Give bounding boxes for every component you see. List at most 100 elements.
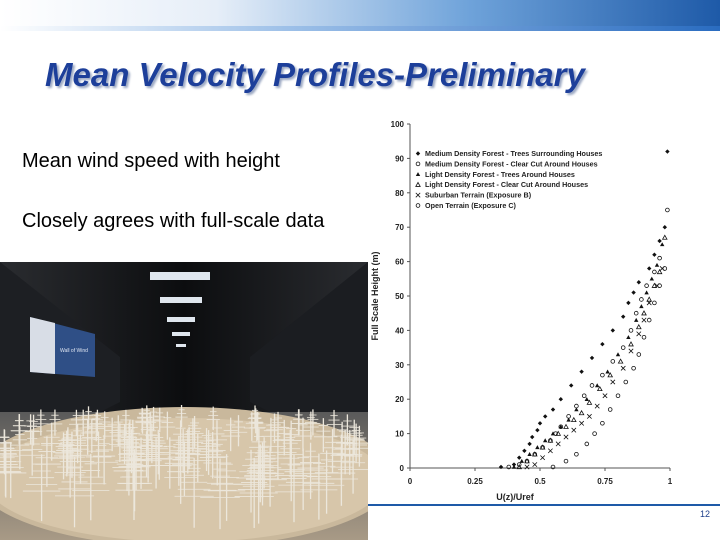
- data-point-series-5: [586, 413, 592, 419]
- data-point-series-5: [636, 331, 642, 337]
- data-point-series-3: [574, 407, 579, 412]
- data-point-series-3: [626, 335, 631, 340]
- y-tick-label: 60: [395, 258, 404, 267]
- y-tick-label: 70: [395, 223, 404, 232]
- slide-title: Mean Velocity Profiles-Preliminary: [45, 56, 585, 93]
- data-point-series-1: [558, 397, 563, 402]
- data-point-series-5: [532, 462, 538, 468]
- top-banner-stripe: [0, 26, 720, 31]
- data-point-series-3: [644, 290, 649, 295]
- data-point-series-2: [652, 269, 657, 275]
- data-point-series-5: [579, 420, 585, 426]
- data-point-series-4: [570, 416, 577, 423]
- data-point-series-5: [641, 317, 647, 323]
- data-point-series-6: [574, 451, 579, 457]
- data-point-series-1: [543, 414, 548, 419]
- wind-tunnel-illustration: Wall of Wind: [0, 262, 368, 540]
- data-point-series-3: [660, 242, 665, 247]
- data-point-series-2: [657, 255, 662, 261]
- data-point-series-6: [631, 365, 636, 371]
- data-point-series-2: [506, 464, 512, 470]
- data-point-series-2: [516, 462, 522, 467]
- data-point-series-6: [592, 431, 597, 436]
- data-point-series-4: [607, 372, 614, 378]
- data-point-series-4: [524, 458, 530, 464]
- legend-marker-5: [415, 192, 421, 198]
- data-point-series-4: [646, 296, 653, 302]
- data-point-series-4: [635, 323, 642, 330]
- y-axis-title: Full Scale Height (m): [370, 251, 380, 340]
- data-point-series-4: [586, 399, 593, 405]
- data-point-series-1: [530, 434, 535, 440]
- data-point-series-5: [594, 403, 600, 409]
- data-point-series-6: [615, 393, 621, 399]
- data-point-series-6: [600, 421, 605, 426]
- data-point-series-3: [605, 369, 610, 374]
- data-point-series-2: [620, 345, 626, 350]
- data-point-series-5: [646, 300, 652, 306]
- data-point-series-4: [563, 423, 569, 429]
- data-point-series-1: [527, 441, 532, 447]
- data-point-series-3: [550, 431, 556, 436]
- legend-label-6: Open Terrain (Exposure C): [425, 201, 517, 210]
- data-point-series-1: [537, 421, 543, 426]
- x-tick-label: 0.75: [597, 477, 613, 486]
- data-point-series-3: [543, 438, 548, 443]
- wall-sign: Wall of Wind: [30, 317, 95, 377]
- y-tick-label: 40: [395, 326, 404, 335]
- data-point-series-4: [617, 358, 624, 364]
- data-point-series-4: [547, 437, 554, 443]
- data-point-series-3: [654, 262, 660, 267]
- data-point-series-5: [620, 365, 626, 371]
- data-point-series-3: [634, 317, 639, 322]
- data-point-series-4: [628, 341, 634, 347]
- data-point-series-1: [610, 328, 615, 333]
- top-banner: [0, 0, 720, 30]
- data-point-series-1: [652, 252, 657, 257]
- data-point-series-2: [581, 393, 587, 399]
- data-point-series-6: [646, 317, 652, 323]
- y-tick-label: 30: [395, 361, 404, 370]
- data-point-series-3: [558, 424, 563, 429]
- data-point-series-4: [539, 444, 546, 450]
- data-point-series-1: [621, 314, 626, 319]
- data-point-series-6: [584, 441, 590, 447]
- y-tick-label: 80: [395, 189, 404, 198]
- data-point-series-1: [665, 149, 670, 154]
- data-point-series-6: [550, 464, 556, 470]
- data-point-series-6: [662, 266, 668, 271]
- data-point-series-3: [511, 464, 517, 469]
- data-point-series-1: [498, 464, 504, 470]
- legend-marker-6: [415, 203, 421, 208]
- data-point-series-1: [517, 455, 522, 460]
- bullet-2: Closely agrees with full-scale data: [22, 210, 325, 232]
- data-point-series-6: [607, 407, 613, 412]
- x-axis-title: U(z)/Uref: [496, 492, 535, 502]
- y-tick-label: 100: [391, 120, 405, 129]
- data-point-series-6: [636, 352, 642, 357]
- page-number: 12: [700, 509, 711, 519]
- data-point-series-4: [596, 385, 603, 392]
- data-point-series-6: [652, 300, 657, 306]
- data-point-series-5: [602, 393, 608, 399]
- data-point-series-5: [547, 448, 553, 454]
- x-tick-label: 0: [408, 477, 413, 486]
- wall-sign-text: Wall of Wind: [60, 348, 88, 354]
- data-point-series-5: [524, 464, 530, 470]
- data-point-series-4: [531, 451, 538, 457]
- data-point-series-2: [589, 383, 595, 388]
- data-point-series-4: [651, 282, 658, 288]
- data-point-series-2: [610, 359, 616, 364]
- data-point-series-4: [555, 430, 562, 436]
- data-point-series-1: [662, 225, 667, 230]
- data-point-series-3: [595, 383, 600, 388]
- data-point-series-5: [628, 348, 634, 354]
- data-point-series-1: [579, 369, 584, 374]
- data-point-series-1: [631, 290, 636, 295]
- data-point-series-5: [563, 434, 569, 440]
- data-point-series-3: [535, 445, 540, 450]
- tree-models: [0, 405, 368, 530]
- data-point-series-5: [610, 379, 616, 385]
- data-point-series-1: [657, 238, 662, 244]
- data-point-series-3: [584, 397, 589, 401]
